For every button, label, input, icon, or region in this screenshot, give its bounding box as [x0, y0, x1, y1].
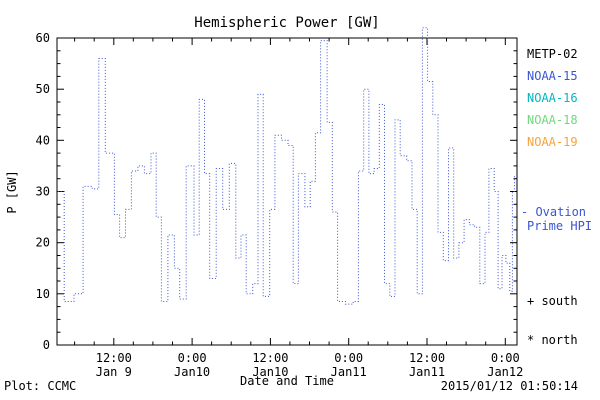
y-axis-label: P [GW] [5, 170, 19, 213]
legend-noaa-19: NOAA-19 [527, 135, 578, 149]
legend-noaa-15: NOAA-15 [527, 69, 578, 83]
x-tick-time-label: 0:00 [491, 351, 520, 365]
y-tick-label: 60 [36, 31, 50, 45]
footer-plot-source: Plot: CCMC [4, 379, 76, 393]
y-tick-label: 30 [36, 185, 50, 199]
chart-title: Hemispheric Power [GW] [194, 15, 379, 31]
legend-marker-south: + south [527, 294, 578, 308]
x-tick-date-label: Jan10 [174, 365, 210, 379]
legend-noaa-18: NOAA-18 [527, 113, 578, 127]
y-tick-label: 10 [36, 287, 50, 301]
legend-ovation-line2: Prime HPI [527, 219, 592, 233]
x-tick-date-label: Jan10 [252, 365, 288, 379]
legend-ovation-line1: - Ovation [521, 205, 586, 219]
x-tick-date-label: Jan 9 [96, 365, 132, 379]
y-tick-label: 20 [36, 236, 50, 250]
x-tick-time-label: 0:00 [334, 351, 363, 365]
y-tick-label: 40 [36, 133, 50, 147]
legend-marker-north: * north [527, 333, 578, 347]
x-tick-time-label: 12:00 [409, 351, 445, 365]
hpi-step-line [57, 27, 517, 305]
y-tick-label: 0 [43, 338, 50, 352]
x-axis-label: Date and Time [240, 374, 334, 388]
x-tick-date-label: Jan12 [487, 365, 523, 379]
legend-metp-02: METP-02 [527, 47, 578, 61]
y-tick-label: 50 [36, 82, 50, 96]
x-tick-time-label: 0:00 [178, 351, 207, 365]
x-tick-date-label: Jan11 [331, 365, 367, 379]
legend-noaa-16: NOAA-16 [527, 91, 578, 105]
x-tick-time-label: 12:00 [252, 351, 288, 365]
footer-timestamp: 2015/01/12 01:50:14 [441, 379, 578, 393]
x-tick-date-label: Jan11 [409, 365, 445, 379]
x-tick-time-label: 12:00 [96, 351, 132, 365]
